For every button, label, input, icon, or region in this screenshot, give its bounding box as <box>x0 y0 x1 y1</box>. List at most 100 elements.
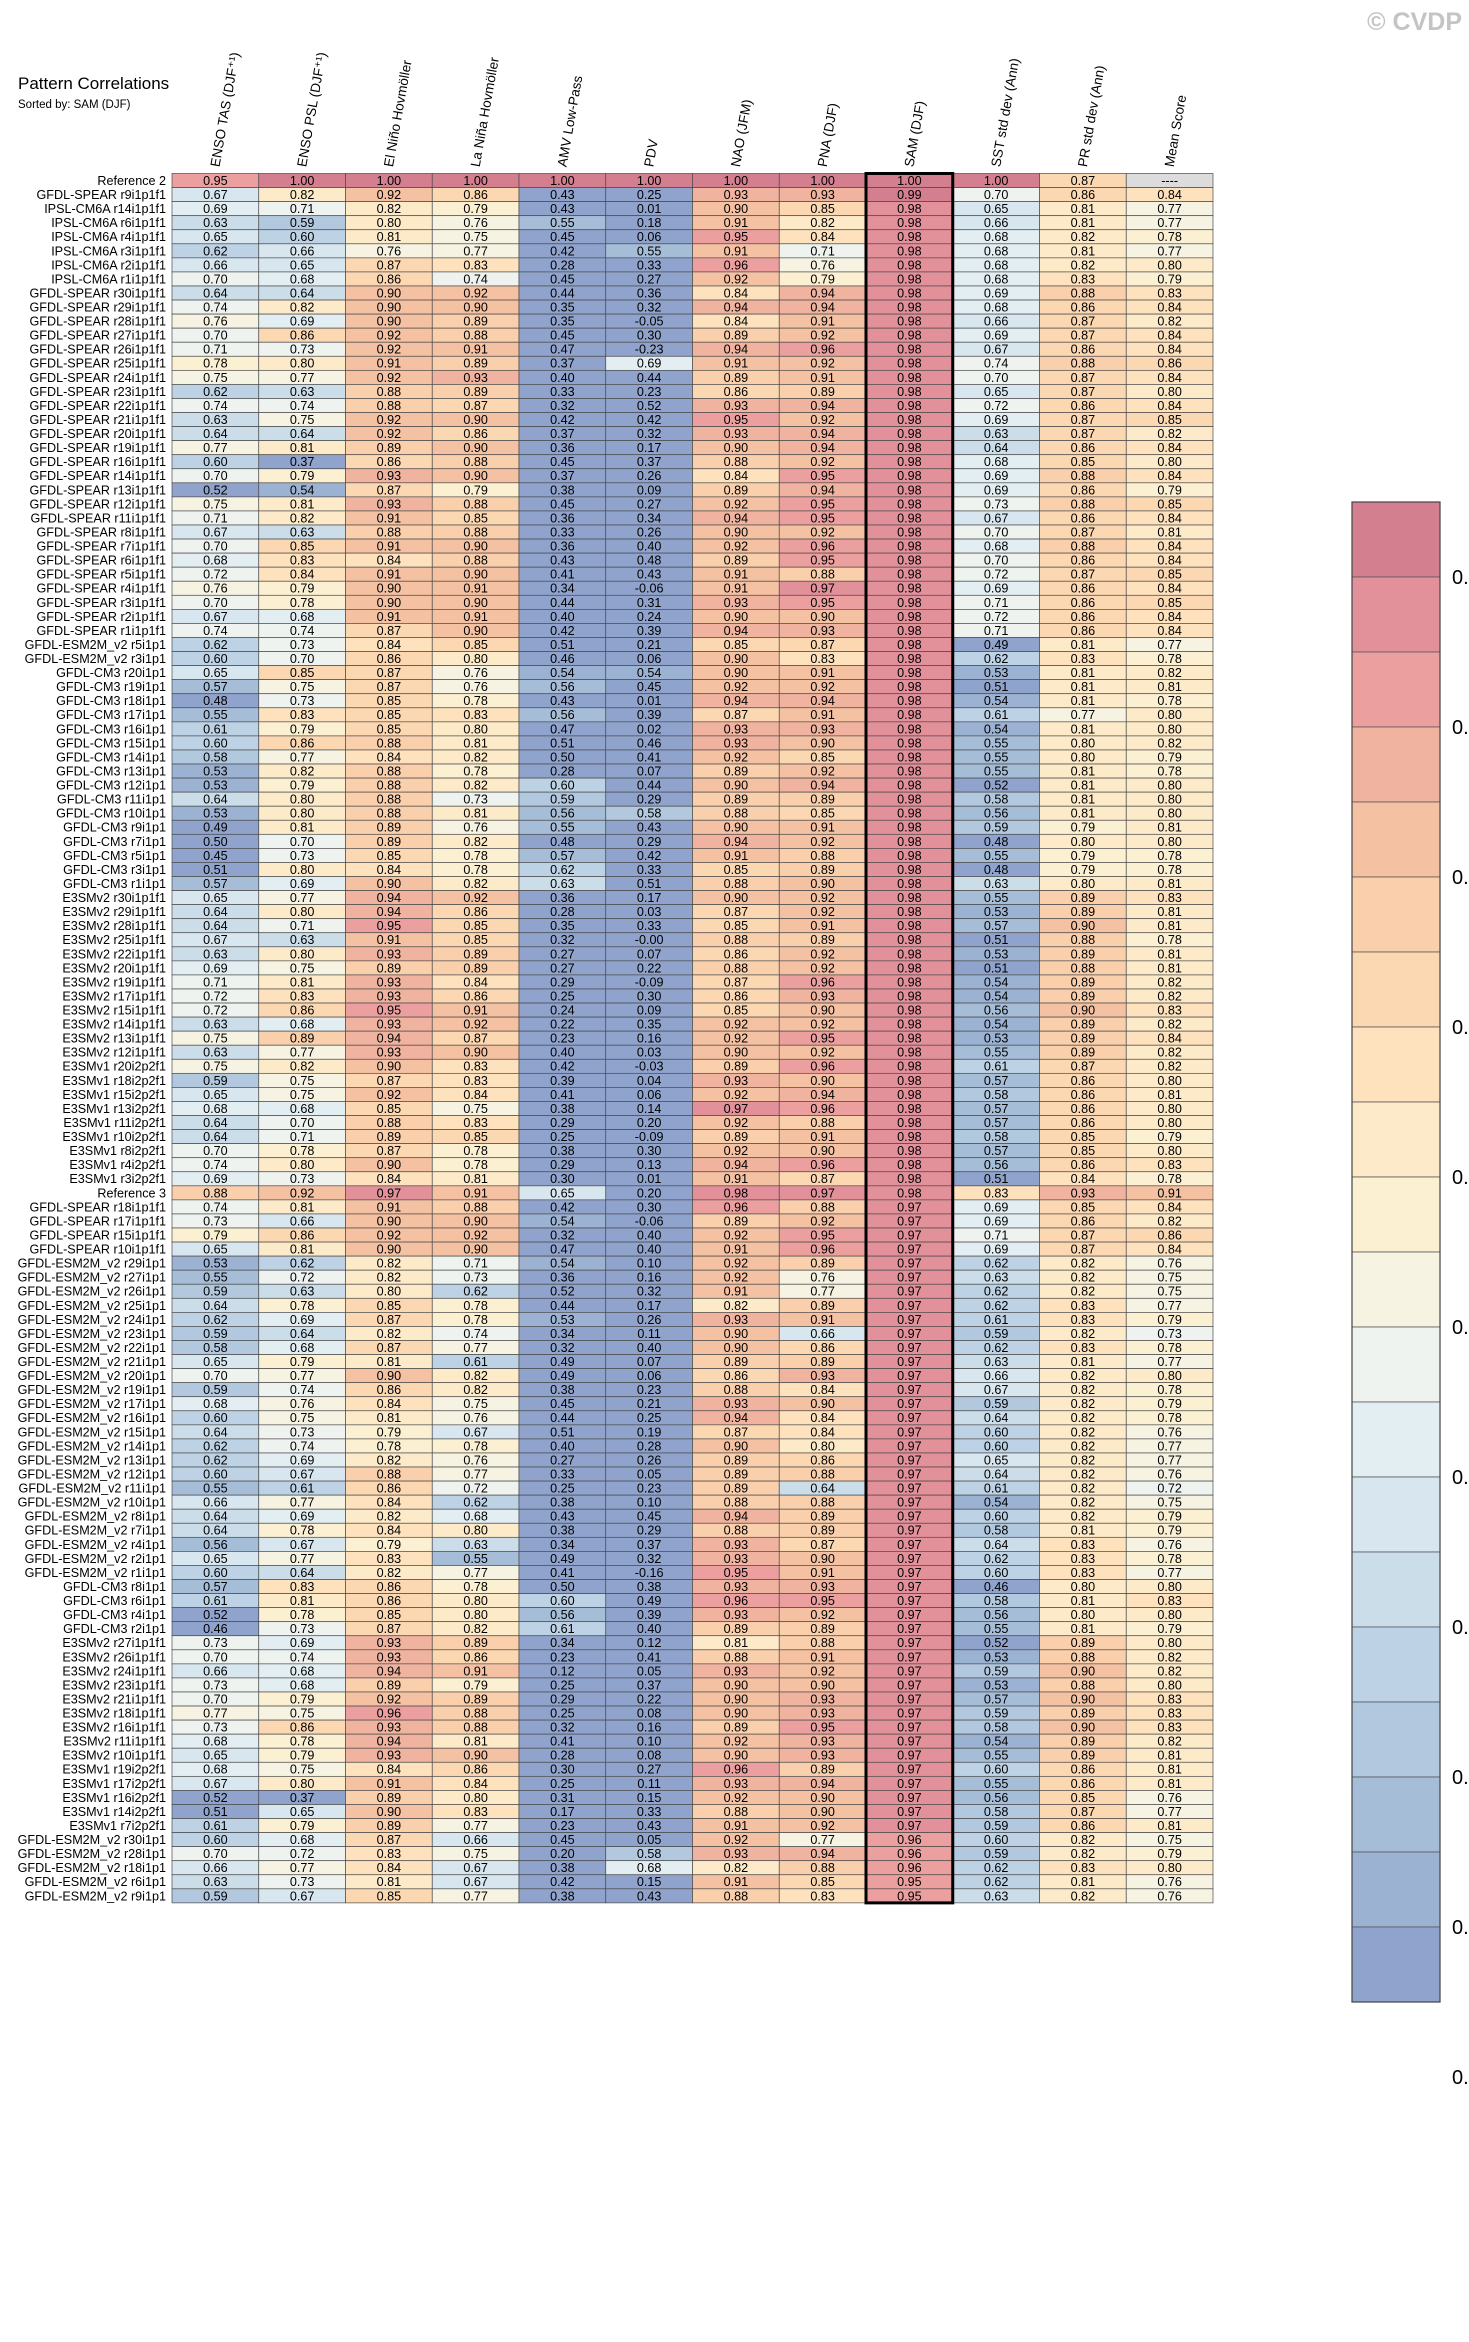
row-label: GFDL-SPEAR r21i1p1f1 <box>30 413 167 427</box>
column-header-pdv: PDV <box>641 138 661 168</box>
cell-value: 0.10 <box>637 1496 662 1510</box>
row-label: E3SMv2 r15i1p1f1 <box>62 1004 166 1018</box>
table-row: 0.57 0.83 0.86 0.78 0.50 0.38 0.93 0.93 0.97 0.46… <box>171 1579 1214 1594</box>
cell-value: 0.82 <box>290 764 315 778</box>
cell-value: 0.97 <box>897 1327 922 1341</box>
cell-value: 0.57 <box>984 919 1009 933</box>
cell-value: 0.95 <box>810 1594 835 1608</box>
cell-value: 0.78 <box>290 596 315 610</box>
cell-value: 0.82 <box>290 188 315 202</box>
table-row: 0.64 0.70 0.88 0.83 0.29 0.20 0.92 0.88 0.98 0.57… <box>171 1115 1214 1130</box>
cell-value: 0.93 <box>724 736 749 750</box>
cell-value: 0.90 <box>810 1004 835 1018</box>
cell-value: 0.75 <box>1157 1496 1182 1510</box>
table-row: 0.65 0.79 0.93 0.90 0.28 0.08 0.90 0.93 0.97 0.55… <box>171 1747 1214 1763</box>
cell-value: 0.70 <box>203 1144 228 1158</box>
colorbar-segment <box>1351 1401 1441 1478</box>
cell-value: 0.88 <box>377 1467 402 1481</box>
table-row: 0.68 0.78 0.94 0.81 0.41 0.10 0.92 0.93 0.97 0.54… <box>171 1733 1214 1749</box>
cell-value: 0.64 <box>290 427 315 441</box>
cell-value: 0.34 <box>550 1327 575 1341</box>
row-label: GFDL-SPEAR r10i1p1f1 <box>30 1243 167 1257</box>
cell-value: 0.37 <box>637 455 662 469</box>
cell-value: 0.82 <box>810 216 835 230</box>
cell-value: 0.90 <box>810 1678 835 1692</box>
cell-value: 0.69 <box>637 357 662 371</box>
cell-value: 0.43 <box>637 1889 662 1903</box>
cell-value: 0.15 <box>637 1875 662 1889</box>
cell-value: 0.91 <box>724 1875 749 1889</box>
cell-value: 0.83 <box>810 652 835 666</box>
row-label: GFDL-ESM2M_v2 r16i1p1 <box>18 1411 166 1425</box>
cell-value: 0.58 <box>984 1130 1009 1144</box>
cvdp-watermark: © CVDP <box>1367 8 1462 36</box>
cell-value: 0.97 <box>897 1299 922 1313</box>
cell-value: 0.90 <box>724 666 749 680</box>
cell-value: 0.98 <box>897 863 922 877</box>
cell-value: 0.77 <box>290 371 315 385</box>
cell-value: 0.98 <box>897 568 922 582</box>
cell-value: 0.91 <box>463 1004 488 1018</box>
cell-value: 0.03 <box>637 905 662 919</box>
cell-value: 0.90 <box>1071 1664 1096 1678</box>
cell-value: 0.55 <box>984 1622 1009 1636</box>
cell-value: 0.88 <box>463 1721 488 1735</box>
cell-value: 0.71 <box>463 1257 488 1271</box>
table-row: 0.72 0.86 0.95 0.91 0.24 0.09 0.85 0.90 0.98 0.56… <box>171 1002 1214 1018</box>
cell-value: 0.20 <box>550 1847 575 1861</box>
cell-value: 0.53 <box>203 807 228 821</box>
cell-value: 0.65 <box>290 258 315 272</box>
cell-value: 0.98 <box>897 1004 922 1018</box>
cell-value: 0.29 <box>550 975 575 989</box>
row-label: GFDL-CM3 r1i1p1 <box>63 877 166 891</box>
colorbar-segment <box>1351 1026 1441 1103</box>
table-row: 0.74 0.81 0.91 0.88 0.42 0.30 0.96 0.88 0.97 0.69… <box>171 1199 1214 1214</box>
cell-value: 0.87 <box>724 975 749 989</box>
cell-value: 0.80 <box>463 652 488 666</box>
cell-value: 0.82 <box>1157 1046 1182 1060</box>
cell-value: 0.22 <box>637 961 662 975</box>
cell-value: 0.87 <box>1071 1243 1096 1257</box>
row-label: GFDL-CM3 r18i1p1 <box>56 694 166 708</box>
cell-value: 0.81 <box>290 975 315 989</box>
cell-value: 0.79 <box>203 1228 228 1242</box>
cell-value: 0.90 <box>810 610 835 624</box>
cell-value: 0.81 <box>1157 525 1182 539</box>
cell-value: 0.41 <box>637 1650 662 1664</box>
cell-value: 0.77 <box>1157 216 1182 230</box>
table-row: 0.65 0.79 0.81 0.61 0.49 0.07 0.89 0.89 0.97 0.63… <box>171 1354 1214 1369</box>
cell-value: 0.84 <box>1157 301 1182 315</box>
cell-value: 0.80 <box>1157 385 1182 399</box>
row-label: GFDL-CM3 r2i1p1 <box>63 1622 166 1636</box>
cell-value: 0.94 <box>724 1158 749 1172</box>
row-label: GFDL-ESM2M_v2 r26i1p1 <box>18 1285 166 1299</box>
row-label: GFDL-CM3 r7i1p1 <box>63 835 166 849</box>
cell-value: 0.97 <box>897 1510 922 1524</box>
cell-value: 0.80 <box>377 216 402 230</box>
cell-value: 0.71 <box>290 202 315 216</box>
cell-value: 0.90 <box>463 596 488 610</box>
cell-value: 0.98 <box>897 511 922 525</box>
cell-value: 0.82 <box>377 202 402 216</box>
cell-value: 0.85 <box>290 666 315 680</box>
cell-value: 0.98 <box>897 1172 922 1186</box>
cell-value: 0.93 <box>724 1552 749 1566</box>
row-label: E3SMv1 r16i2p2f1 <box>62 1791 166 1805</box>
cell-value: 0.83 <box>377 1847 402 1861</box>
cell-value: 0.59 <box>984 821 1009 835</box>
cell-value: 0.42 <box>637 849 662 863</box>
cell-value: 0.80 <box>1157 258 1182 272</box>
cell-value: 0.82 <box>1157 315 1182 329</box>
row-label: GFDL-SPEAR r23i1p1f1 <box>30 385 167 399</box>
cell-value: 0.88 <box>377 1116 402 1130</box>
cell-value: 0.89 <box>724 1622 749 1636</box>
cell-value: -0.06 <box>635 582 664 596</box>
cell-value: 0.40 <box>550 610 575 624</box>
cell-value: 0.80 <box>1157 1144 1182 1158</box>
cell-value: 0.80 <box>463 722 488 736</box>
row-label: IPSL-CM6A r6i1p1f1 <box>51 216 166 230</box>
cell-value: 0.78 <box>1157 694 1182 708</box>
cell-value: 0.49 <box>637 1594 662 1608</box>
table-row: 0.65 0.75 0.92 0.84 0.41 0.06 0.92 0.94 0.98 0.58… <box>171 1087 1214 1102</box>
